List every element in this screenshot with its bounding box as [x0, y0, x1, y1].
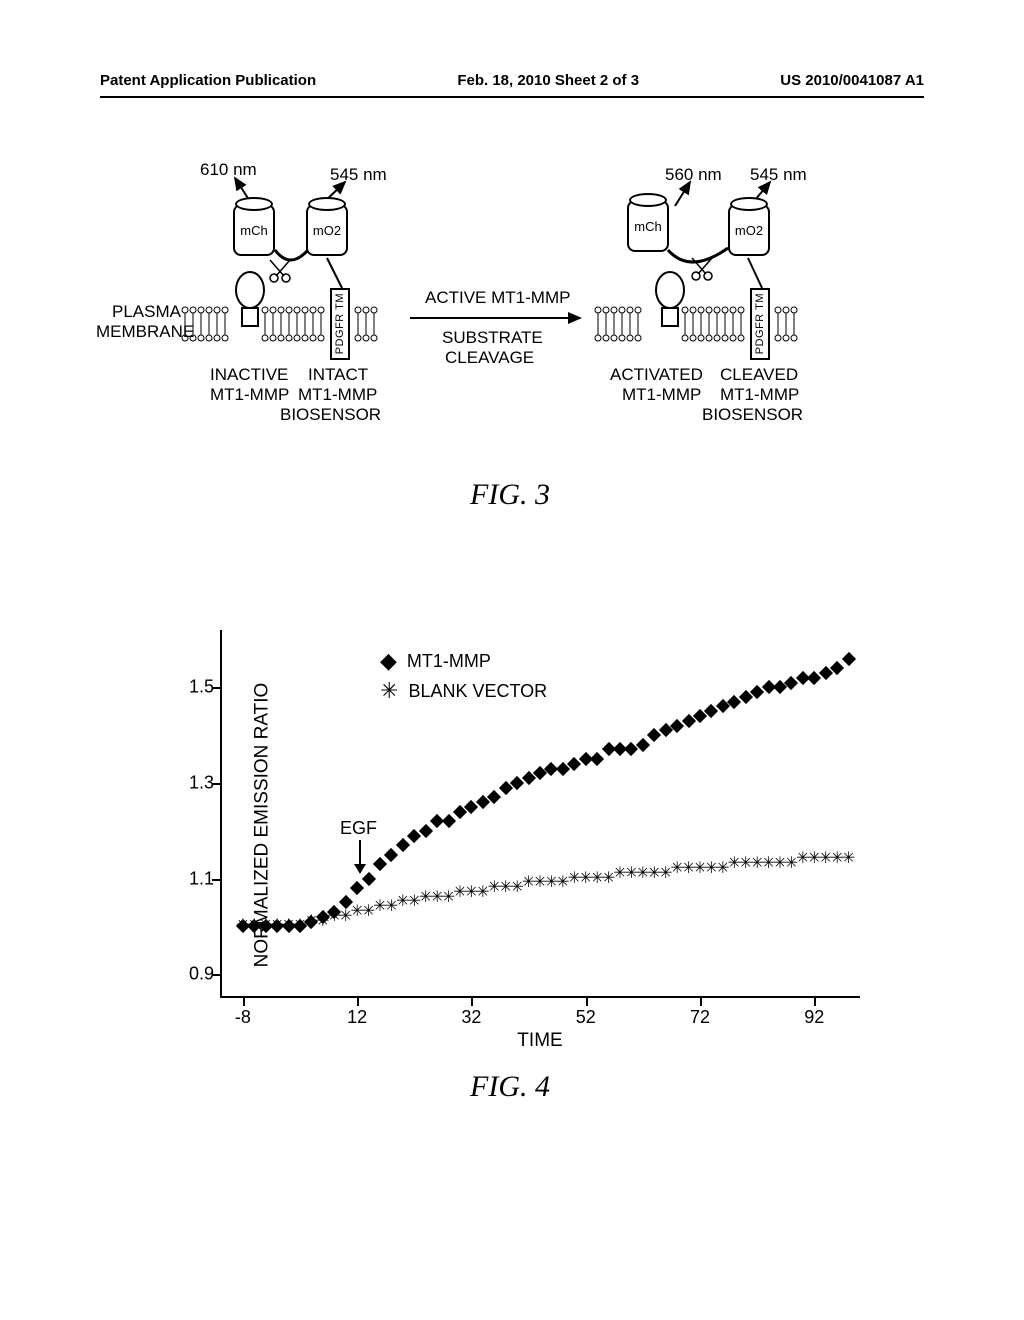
legend-blank: ✳ BLANK VECTOR — [380, 678, 547, 704]
x-tick-label: 92 — [794, 1007, 834, 1028]
label-cleaved: CLEAVED — [720, 365, 798, 385]
data-point-mt1 — [590, 752, 604, 766]
data-point-mt1 — [373, 857, 387, 871]
header-center: Feb. 18, 2010 Sheet 2 of 3 — [457, 72, 639, 89]
x-tick — [471, 998, 473, 1006]
data-point-mt1 — [384, 848, 398, 862]
label-inactive: INACTIVE — [210, 365, 288, 385]
barrel-label-mo2: mO2 — [306, 204, 348, 256]
data-point-mt1 — [441, 814, 455, 828]
label-substrate: SUBSTRATE — [442, 328, 543, 348]
label-biosensor-l: BIOSENSOR — [280, 405, 381, 425]
x-axis — [220, 996, 860, 998]
x-tick-label: 12 — [337, 1007, 377, 1028]
y-tick-label: 0.9 — [174, 964, 214, 985]
x-tick-label: 72 — [680, 1007, 720, 1028]
fig4-caption: FIG. 4 — [110, 1070, 910, 1104]
x-tick — [357, 998, 359, 1006]
label-activated: ACTIVATED — [610, 365, 703, 385]
barrel-label-mo2-r: mO2 — [728, 204, 770, 256]
label-biosensor-r: BIOSENSOR — [702, 405, 803, 425]
pdgfr-label-l: PDGFR TM — [334, 293, 346, 354]
legend-mt1-label: MT1-MMP — [407, 651, 491, 672]
barrel-mch-left: mCh — [233, 204, 275, 256]
label-plasma: PLASMA — [112, 302, 181, 322]
label-cleavage: CLEAVAGE — [445, 348, 534, 368]
barrel-mo2-left: mO2 — [306, 204, 348, 256]
label-active-mt1: ACTIVE MT1-MMP — [425, 288, 570, 308]
figure-3: 610 nm 545 nm 560 nm 545 nm — [130, 160, 890, 510]
pdgfr-box-left: PDGFR TM — [330, 288, 350, 360]
x-axis-label: TIME — [517, 1030, 562, 1052]
x-tick-label: -8 — [223, 1007, 263, 1028]
x-tick — [586, 998, 588, 1006]
x-tick — [243, 998, 245, 1006]
x-tick — [700, 998, 702, 1006]
x-tick-label: 52 — [566, 1007, 606, 1028]
header-right: US 2010/0041087 A1 — [780, 72, 924, 89]
barrel-label-mch-r: mCh — [627, 200, 669, 252]
header-left: Patent Application Publication — [100, 72, 316, 89]
label-intact: INTACT — [308, 365, 368, 385]
figure-4: NORMALIZED EMISSION RATIO TIME ◆ MT1-MMP… — [110, 600, 910, 1120]
barrel-mo2-right: mO2 — [728, 204, 770, 256]
fig3-schematic: 610 nm 545 nm 560 nm 545 nm — [130, 160, 890, 460]
y-tick-label: 1.5 — [174, 677, 214, 698]
label-mt1-r2: MT1-MMP — [720, 385, 799, 405]
label-mt1-r: MT1-MMP — [622, 385, 701, 405]
pdgfr-label-r: PDGFR TM — [754, 293, 766, 354]
fig3-caption: FIG. 3 — [130, 478, 890, 512]
barrel-mch-right: mCh — [627, 200, 669, 252]
pdgfr-box-right: PDGFR TM — [750, 288, 770, 360]
legend-mt1: ◆ MT1-MMP — [380, 648, 491, 674]
y-tick-label: 1.3 — [174, 772, 214, 793]
data-point-mt1 — [841, 652, 855, 666]
barrel-label-mch: mCh — [233, 204, 275, 256]
legend-blank-label: BLANK VECTOR — [408, 681, 547, 702]
egf-label: EGF — [340, 818, 377, 839]
label-mt1-l2: MT1-MMP — [298, 385, 377, 405]
data-point-blank: ✳ — [842, 851, 855, 867]
page-header: Patent Application Publication Feb. 18, … — [0, 72, 1024, 89]
data-point-mt1 — [350, 881, 364, 895]
y-tick-label: 1.1 — [174, 868, 214, 889]
label-membrane: MEMBRANE — [96, 322, 194, 342]
x-tick-label: 32 — [451, 1007, 491, 1028]
data-point-mt1 — [396, 838, 410, 852]
y-axis — [220, 630, 222, 998]
label-mt1-l: MT1-MMP — [210, 385, 289, 405]
x-tick — [814, 998, 816, 1006]
header-rule — [100, 96, 924, 98]
data-point-mt1 — [636, 738, 650, 752]
fig4-chart: NORMALIZED EMISSION RATIO TIME ◆ MT1-MMP… — [220, 630, 860, 1020]
